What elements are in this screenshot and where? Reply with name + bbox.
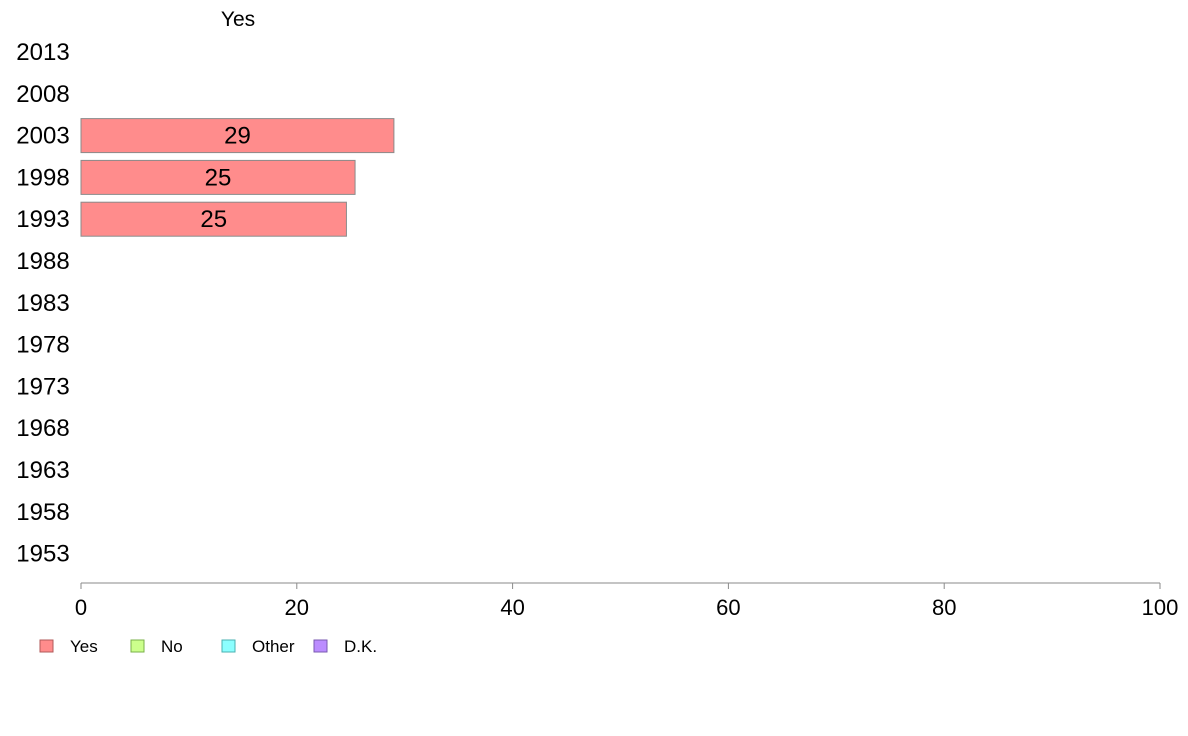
x-tick-label: 40 — [500, 595, 524, 620]
legend-label: D.K. — [344, 637, 377, 656]
y-tick-label: 1983 — [16, 290, 69, 317]
y-tick-label: 2013 — [16, 39, 69, 66]
x-tick-label: 60 — [716, 595, 740, 620]
bar — [80, 201, 347, 237]
y-tick-label: 1993 — [16, 206, 69, 233]
bar — [80, 118, 395, 154]
bar — [80, 159, 356, 195]
bar-data-label: 29 — [224, 123, 251, 150]
y-tick-label: 1968 — [16, 415, 69, 442]
legend-swatch-dk — [313, 639, 328, 653]
bar-data-label: 25 — [205, 164, 232, 191]
y-tick-label: 1998 — [16, 164, 69, 191]
y-tick-label: 2003 — [16, 123, 69, 150]
legend-label: Yes — [70, 637, 98, 656]
legend-label: Other — [252, 637, 295, 656]
y-tick-label: 1978 — [16, 332, 69, 359]
bar-data-label: 25 — [200, 206, 227, 233]
series-header: Yes — [221, 8, 255, 31]
legend-swatch-other — [221, 639, 236, 653]
legend-label: No — [161, 637, 183, 656]
y-tick-label: 1973 — [16, 373, 69, 400]
x-tick-label: 80 — [932, 595, 956, 620]
legend-swatch-yes — [39, 639, 54, 653]
x-tick-label: 20 — [285, 595, 309, 620]
y-tick-label: 1958 — [16, 499, 69, 526]
y-tick-label: 1988 — [16, 248, 69, 275]
x-tick-label: 100 — [1142, 595, 1179, 620]
y-tick-label: 1953 — [16, 541, 69, 568]
y-tick-label: 2008 — [16, 81, 69, 108]
legend-swatch-no — [130, 639, 145, 653]
y-tick-label: 1963 — [16, 457, 69, 484]
x-tick-label: 0 — [75, 595, 87, 620]
